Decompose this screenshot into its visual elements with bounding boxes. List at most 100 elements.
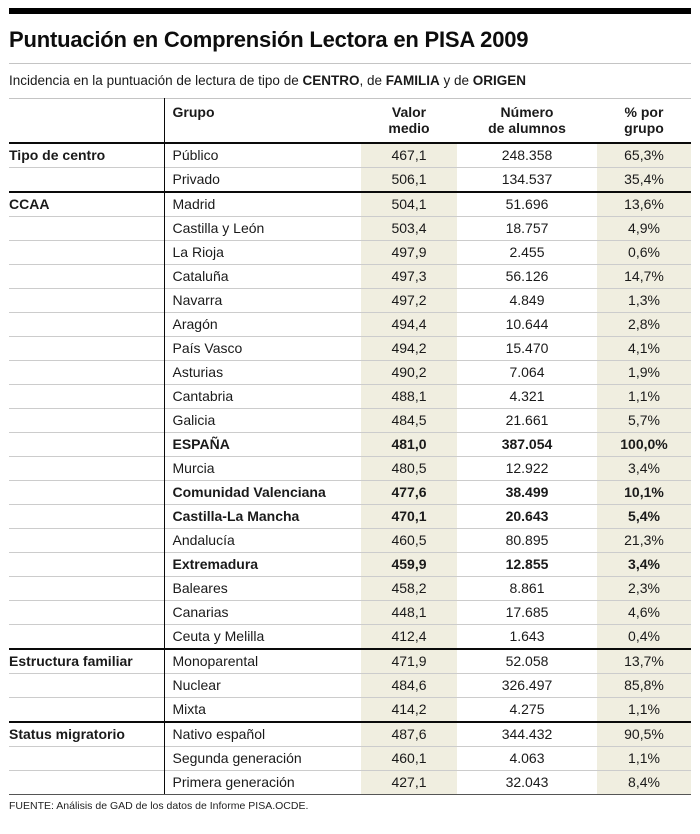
category-label: Status migratorio [9,721,165,747]
subtitle-keyword: ORIGEN [472,73,527,88]
table-row: La Rioja 497,9 2.455 0,6% [9,240,691,265]
category-label [9,456,165,481]
cell-value: 497,2 [361,288,457,313]
cell-grupo: Cantabria [164,384,361,409]
cell-students: 7.064 [457,360,597,385]
cell-grupo: Primera generación [164,770,361,795]
table-row: Aragón 494,4 10.644 2,8% [9,312,691,337]
cell-grupo: Monoparental [164,648,361,674]
category-label [9,384,165,409]
cell-grupo: Comunidad Valenciana [164,480,361,505]
cell-value: 484,5 [361,408,457,433]
table-row: Estructura familiar Monoparental 471,9 52.0… [9,648,691,674]
table-row: Cantabria 488,1 4.321 1,1% [9,384,691,409]
table-row: Comunidad Valenciana 477,6 38.499 10,1% [9,480,691,505]
cell-pct: 1,3% [597,288,691,313]
title-divider [9,63,691,64]
cell-value: 504,1 [361,191,457,217]
category-label [9,552,165,577]
cell-grupo: Cataluña [164,264,361,289]
cell-value: 503,4 [361,216,457,241]
cell-value: 506,1 [361,167,457,192]
cell-grupo: Castilla y León [164,216,361,241]
cell-pct: 3,4% [597,552,691,577]
cell-grupo: Baleares [164,576,361,601]
cell-value: 494,4 [361,312,457,337]
cell-students: 21.661 [457,408,597,433]
category-label [9,432,165,457]
table-row: ESPAÑA 481,0 387.054 100,0% [9,432,691,457]
column-header-students: Número de alumnos [457,98,597,144]
cell-students: 4.275 [457,697,597,722]
cell-grupo: Público [164,142,361,168]
category-label: CCAA [9,191,165,217]
table-row: Murcia 480,5 12.922 3,4% [9,456,691,481]
cell-pct: 65,3% [597,142,691,168]
cell-students: 2.455 [457,240,597,265]
category-label [9,746,165,771]
cell-students: 4.321 [457,384,597,409]
cell-pct: 5,7% [597,408,691,433]
category-label [9,360,165,385]
category-label [9,264,165,289]
table-row: Galicia 484,5 21.661 5,7% [9,408,691,433]
cell-grupo: Murcia [164,456,361,481]
cell-value: 497,3 [361,264,457,289]
cell-pct: 90,5% [597,721,691,747]
cell-value: 477,6 [361,480,457,505]
cell-pct: 14,7% [597,264,691,289]
table-header: Grupo Valor medio Número de alumnos% por grup… [9,98,691,144]
table-row: Canarias 448,1 17.685 4,6% [9,600,691,625]
subtitle-text: Incidencia en la puntuación de lectura d… [9,73,303,88]
category-label [9,624,165,649]
table-row: Privado 506,1 134.537 35,4% [9,167,691,192]
cell-value: 484,6 [361,673,457,698]
table-body: Tipo de centro Público 467,1 248.358 65,3% Pr… [9,142,691,795]
cell-grupo: Andalucía [164,528,361,553]
category-label [9,673,165,698]
category-label [9,312,165,337]
cell-grupo: La Rioja [164,240,361,265]
category-label [9,770,165,795]
table-row: Status migratorio Nativo español 487,6 344.… [9,721,691,747]
category-label [9,576,165,601]
cell-value: 458,2 [361,576,457,601]
cell-students: 248.358 [457,142,597,168]
category-label [9,528,165,553]
cell-students: 4.063 [457,746,597,771]
cell-students: 134.537 [457,167,597,192]
cell-pct: 3,4% [597,456,691,481]
category-label: Tipo de centro [9,142,165,168]
cell-value: 490,2 [361,360,457,385]
category-label [9,336,165,361]
cell-value: 480,5 [361,456,457,481]
cell-grupo: Asturias [164,360,361,385]
table-row: Castilla-La Mancha 470,1 20.643 5,4% [9,504,691,529]
cell-students: 52.058 [457,648,597,674]
table-row: Segunda generación 460,1 4.063 1,1% [9,746,691,771]
category-label [9,288,165,313]
cell-value: 481,0 [361,432,457,457]
table-header-row: Grupo Valor medio Número de alumnos% por grup… [9,98,691,144]
cell-value: 414,2 [361,697,457,722]
cell-pct: 8,4% [597,770,691,795]
cell-pct: 1,1% [597,746,691,771]
cell-value: 497,9 [361,240,457,265]
cell-students: 15.470 [457,336,597,361]
cell-pct: 1,9% [597,360,691,385]
table-row: Tipo de centro Público 467,1 248.358 65,3% [9,142,691,168]
category-label [9,480,165,505]
cell-grupo: Galicia [164,408,361,433]
cell-pct: 4,1% [597,336,691,361]
cell-grupo: Ceuta y Melilla [164,624,361,649]
cell-grupo: Nativo español [164,721,361,747]
cell-students: 18.757 [457,216,597,241]
cell-grupo: País Vasco [164,336,361,361]
table-row: Extremadura 459,9 12.855 3,4% [9,552,691,577]
cell-students: 1.643 [457,624,597,649]
cell-grupo: Segunda generación [164,746,361,771]
cell-students: 20.643 [457,504,597,529]
cell-students: 10.644 [457,312,597,337]
cell-value: 460,5 [361,528,457,553]
